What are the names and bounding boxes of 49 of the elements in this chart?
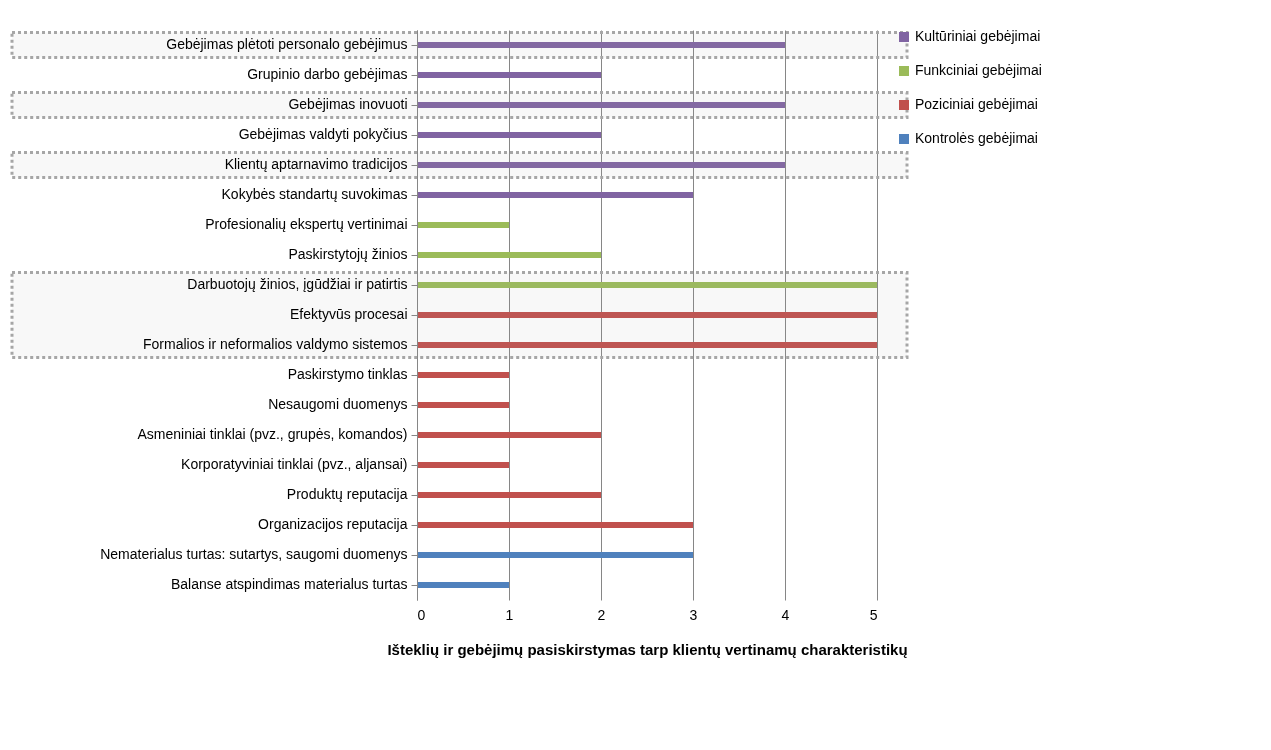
y-tick-label: Kokybės standartų suvokimas <box>221 186 408 202</box>
x-tick-label: 1 <box>505 606 514 623</box>
y-tick-label: Formalios ir neformalios valdymo sistemos <box>142 336 408 352</box>
legend-label: Poziciniai gebėjimai <box>915 96 1038 112</box>
x-tick-label: 2 <box>597 606 606 623</box>
bar <box>417 72 601 78</box>
y-tick-label: Asmeniniai tinklai (pvz., grupės, komandos) <box>137 426 408 442</box>
y-tick-label: Korporatyviniai tinklai (pvz., aljansai) <box>181 456 408 472</box>
bar <box>417 552 693 558</box>
y-tick-label: Darbuotojų žinios, įgūdžiai ir patirtis <box>187 276 408 292</box>
y-tick-label: Klientų aptarnavimo tradicijos <box>224 156 408 172</box>
bar <box>417 342 877 348</box>
x-tick-label: 3 <box>689 606 698 623</box>
y-tick-label: Nesaugomi duomenys <box>268 396 408 412</box>
bar <box>417 402 509 408</box>
bar <box>417 522 693 528</box>
bar <box>417 42 785 48</box>
bar <box>417 252 601 258</box>
y-tick-label: Gebėjimas plėtoti personalo gebėjimus <box>166 36 408 52</box>
x-tick-label: 0 <box>417 606 426 623</box>
bar <box>417 102 785 108</box>
x-axis-title: Išteklių ir gebėjimų pasiskirstymas tarp klientų vertinamų charakteristikų <box>387 640 908 658</box>
y-tick-label: Gebėjimas valdyti pokyčius <box>238 126 408 142</box>
legend-label: Kontrolės gebėjimai <box>915 130 1038 146</box>
bar <box>417 192 693 198</box>
legend-label: Kultūriniai gebėjimai <box>915 28 1041 44</box>
bar <box>417 462 509 468</box>
bar <box>417 282 877 288</box>
y-tick-label: Organizacijos reputacija <box>258 516 408 532</box>
y-tick-label: Balanse atspindimas materialus turtas <box>170 576 408 592</box>
bar <box>417 312 877 318</box>
y-tick-label: Produktų reputacija <box>286 486 408 502</box>
bar <box>417 492 601 498</box>
y-tick-label: Efektyvūs procesai <box>290 306 408 322</box>
legend-label: Funkciniai gebėjimai <box>915 62 1042 78</box>
y-tick-label: Grupinio darbo gebėjimas <box>247 66 408 82</box>
bar <box>417 222 509 228</box>
x-tick-label: 5 <box>869 606 878 623</box>
bar <box>417 162 785 168</box>
bar <box>417 372 509 378</box>
bar <box>417 432 601 438</box>
bar <box>417 132 601 138</box>
bar <box>417 582 509 588</box>
y-tick-label: Gebėjimas inovuoti <box>288 96 408 112</box>
x-tick-label: 4 <box>781 606 790 623</box>
y-tick-label: Nematerialus turtas: sutartys, saugomi duomenys <box>100 546 408 562</box>
y-tick-label: Paskirstymo tinklas <box>287 366 408 382</box>
y-tick-label: Paskirstytojų žinios <box>288 246 408 262</box>
y-tick-label: Profesionalių ekspertų vertinimai <box>205 216 408 232</box>
